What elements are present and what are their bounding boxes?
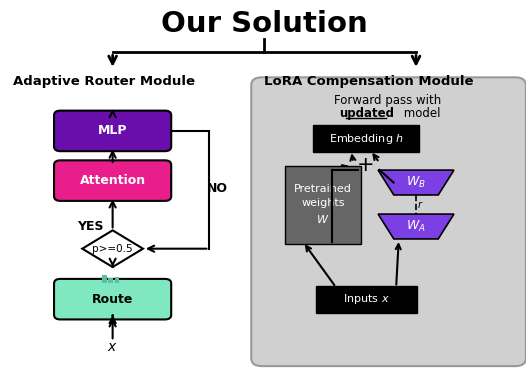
Text: MLP: MLP xyxy=(98,125,127,137)
Text: NO: NO xyxy=(207,182,228,195)
FancyBboxPatch shape xyxy=(313,125,419,152)
FancyBboxPatch shape xyxy=(109,278,113,284)
Polygon shape xyxy=(82,230,143,267)
Text: Adaptive Router Module: Adaptive Router Module xyxy=(13,74,195,88)
Text: $x$: $x$ xyxy=(107,340,118,354)
Text: p>=0.5: p>=0.5 xyxy=(93,244,133,254)
Text: $r$: $r$ xyxy=(417,199,423,210)
Polygon shape xyxy=(378,214,454,239)
Text: updated: updated xyxy=(339,107,394,120)
Text: YES: YES xyxy=(78,220,104,233)
FancyBboxPatch shape xyxy=(251,77,526,366)
FancyBboxPatch shape xyxy=(102,275,107,284)
Text: +: + xyxy=(356,155,374,175)
Text: Embedding $h$: Embedding $h$ xyxy=(329,132,404,146)
Text: $W_A$: $W_A$ xyxy=(406,219,426,234)
Text: model: model xyxy=(400,107,441,120)
Text: Attention: Attention xyxy=(80,174,146,187)
FancyBboxPatch shape xyxy=(115,277,119,284)
Polygon shape xyxy=(378,170,454,195)
Text: Our Solution: Our Solution xyxy=(161,10,368,38)
FancyBboxPatch shape xyxy=(54,160,171,201)
Text: Forward pass with: Forward pass with xyxy=(334,94,441,107)
FancyBboxPatch shape xyxy=(285,166,361,244)
FancyBboxPatch shape xyxy=(54,111,171,151)
FancyBboxPatch shape xyxy=(54,279,171,319)
Text: Route: Route xyxy=(92,293,134,306)
Text: LoRA Compensation Module: LoRA Compensation Module xyxy=(264,74,474,88)
Text: Pretrained
weights
$W$: Pretrained weights $W$ xyxy=(294,184,352,225)
Text: $W_B$: $W_B$ xyxy=(406,175,426,190)
FancyBboxPatch shape xyxy=(316,286,417,313)
Text: Inputs $x$: Inputs $x$ xyxy=(343,292,390,306)
